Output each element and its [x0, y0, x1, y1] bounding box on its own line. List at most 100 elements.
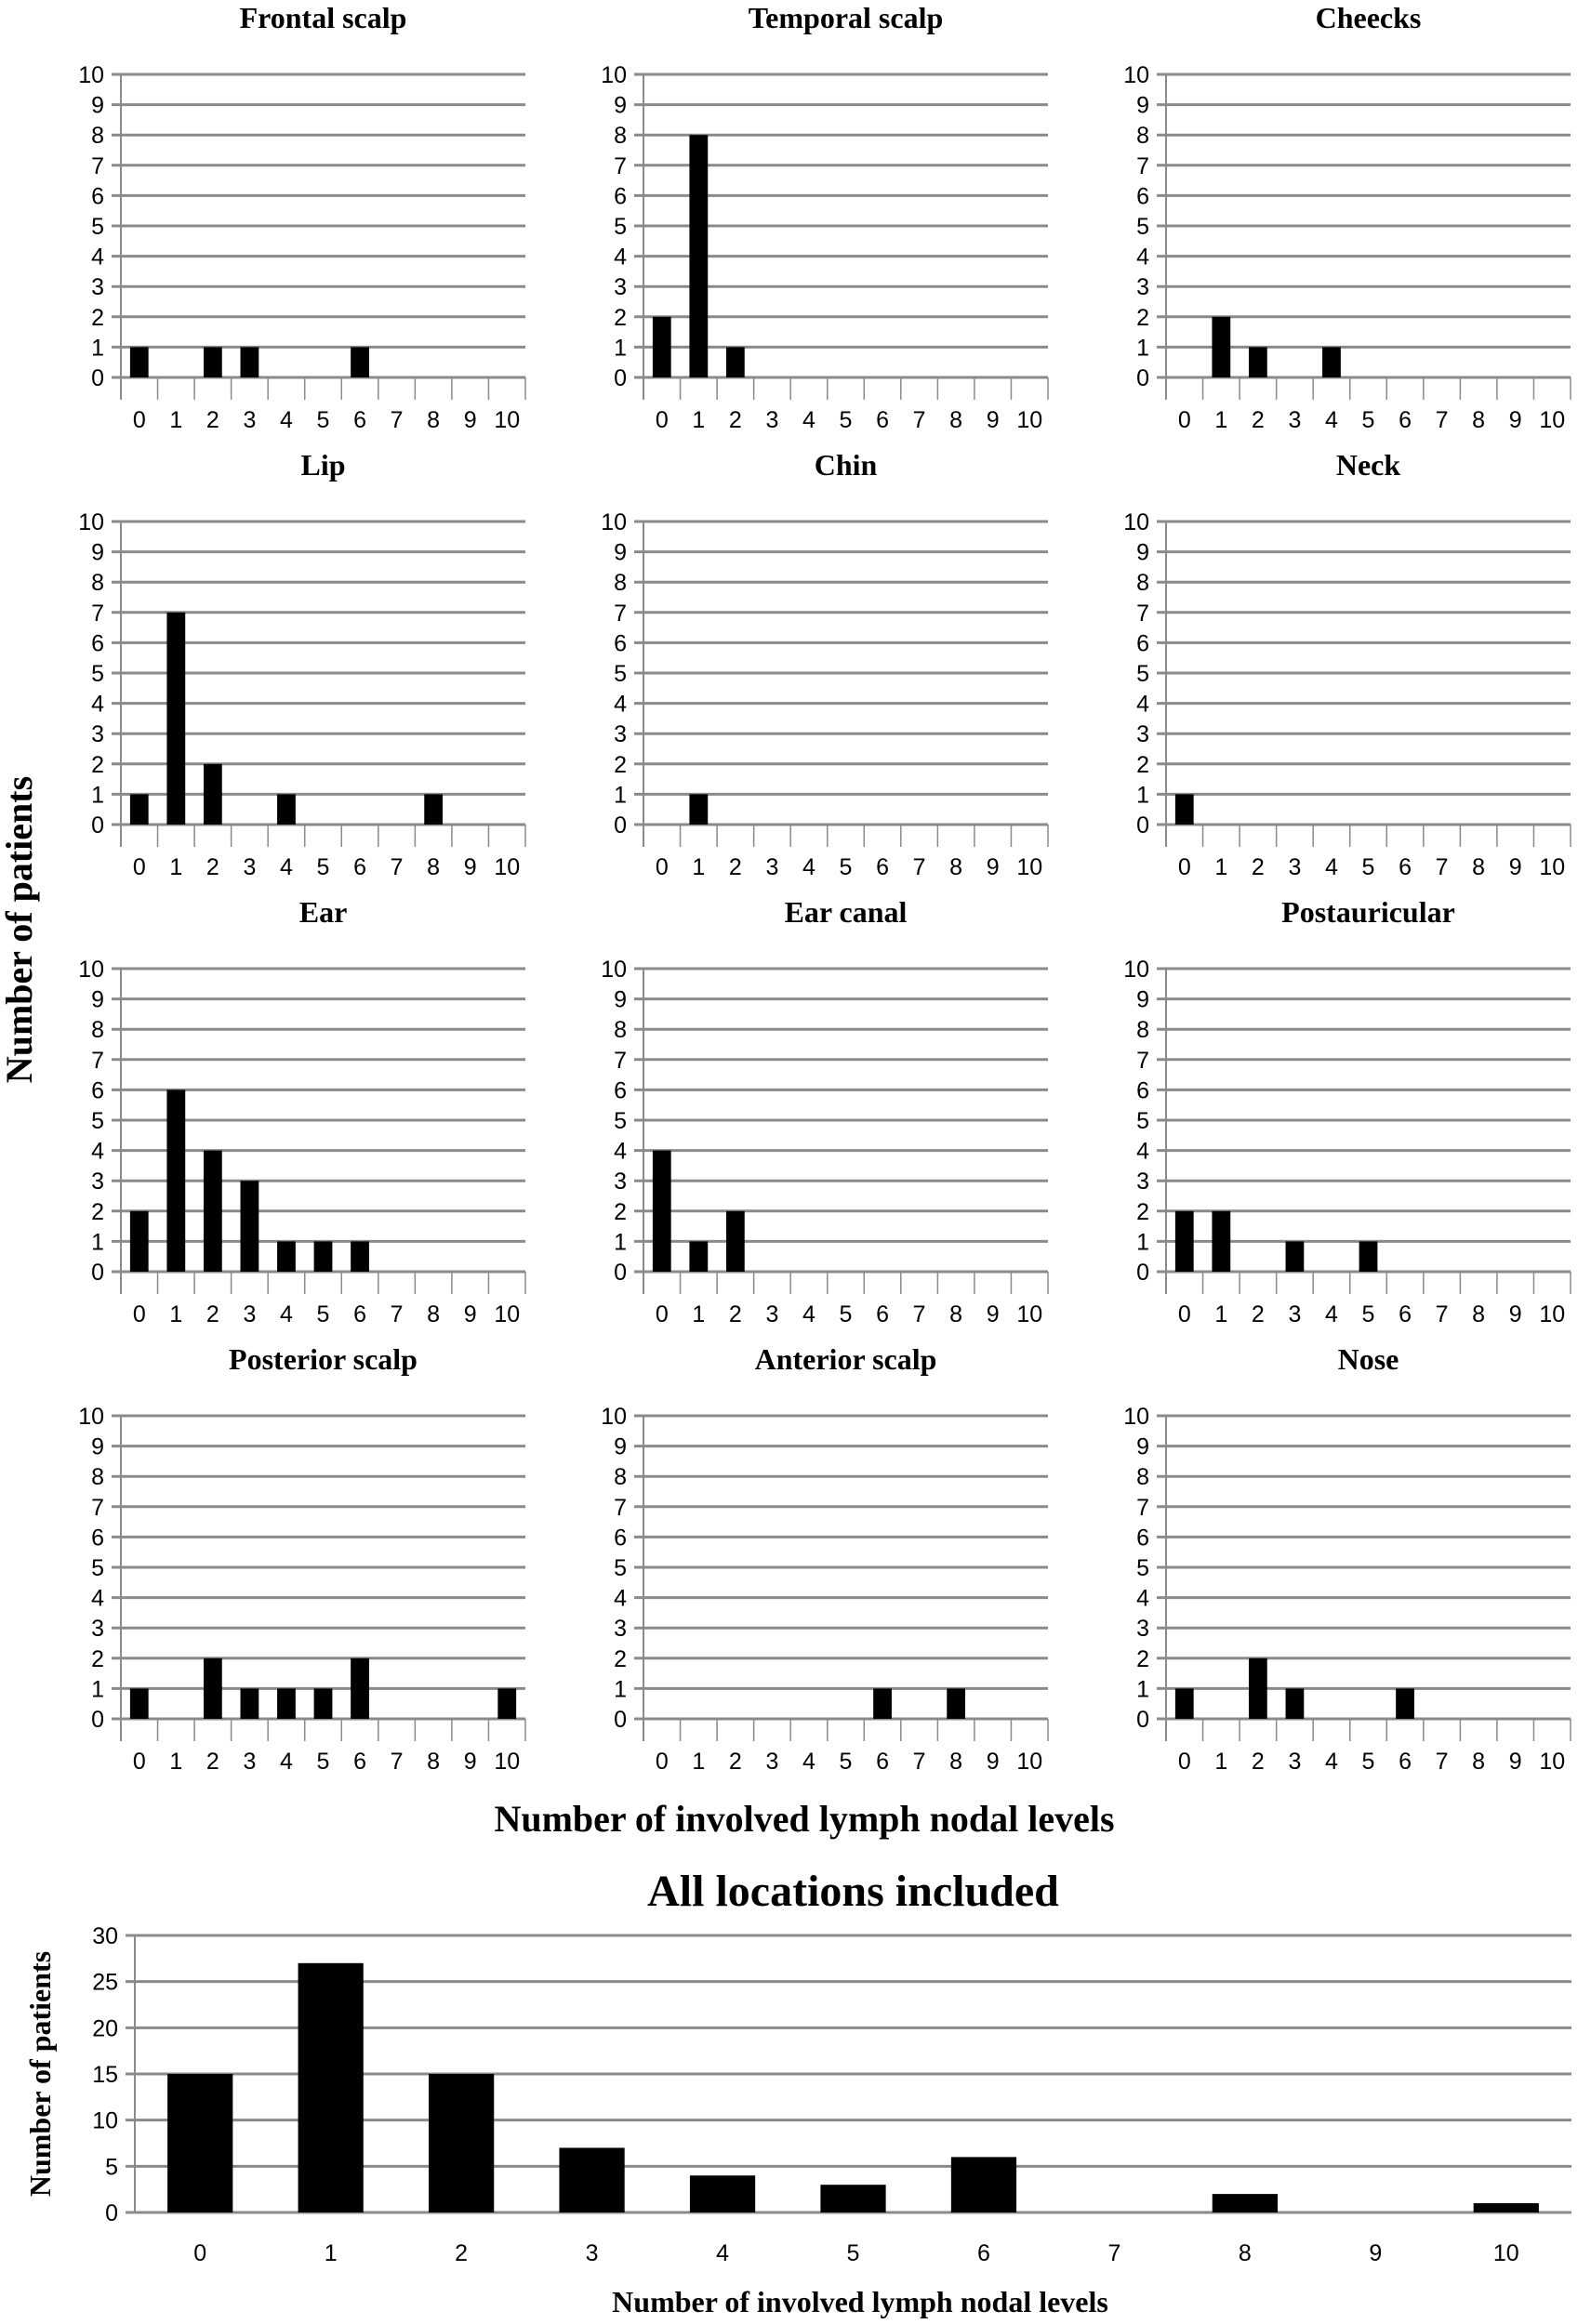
- x-tick-label: 5: [1362, 1301, 1375, 1327]
- bar: [873, 1688, 892, 1719]
- y-tick-label: 20: [92, 2015, 118, 2041]
- x-tick-label: 8: [427, 854, 440, 880]
- x-tick-label: 7: [391, 407, 404, 433]
- x-tick-label: 9: [987, 854, 1000, 880]
- x-tick-label: 0: [133, 854, 146, 880]
- y-tick-label: 3: [614, 274, 627, 300]
- y-tick-label: 1: [91, 335, 104, 361]
- y-tick-label: 5: [614, 661, 627, 687]
- bar: [203, 1150, 222, 1272]
- chart-title: All locations included: [647, 1867, 1059, 1916]
- y-tick-label: 30: [92, 1923, 118, 1949]
- y-tick-label: 1: [1136, 335, 1149, 361]
- y-tick-label: 4: [614, 1139, 627, 1165]
- bar: [129, 1210, 149, 1272]
- bar: [129, 794, 149, 825]
- bar: [429, 2074, 495, 2212]
- bar: [277, 1688, 296, 1719]
- y-tick-label: 10: [1123, 1404, 1149, 1430]
- y-tick-label: 5: [1136, 214, 1149, 240]
- y-tick-label: 6: [614, 1525, 627, 1551]
- y-tick-label: 8: [1136, 1464, 1149, 1490]
- x-tick-label: 0: [1178, 407, 1191, 433]
- y-tick-label: 10: [601, 509, 627, 535]
- x-tick-label: 4: [802, 407, 815, 433]
- x-tick-label: 6: [1399, 407, 1412, 433]
- x-tick-label: 7: [391, 1749, 404, 1775]
- y-tick-label: 7: [614, 153, 627, 179]
- y-tick-label: 1: [1136, 1676, 1149, 1702]
- chart-title: Chin: [815, 448, 878, 482]
- y-tick-label: 6: [91, 630, 104, 656]
- x-tick-label: 2: [455, 2240, 468, 2266]
- y-tick-label: 3: [91, 721, 104, 747]
- x-tick-label: 8: [1239, 2240, 1252, 2266]
- x-tick-label: 10: [1539, 1749, 1565, 1775]
- x-tick-label: 1: [325, 2240, 338, 2266]
- x-tick-label: 2: [729, 1301, 742, 1327]
- y-tick-label: 5: [1136, 1555, 1149, 1581]
- x-tick-label: 6: [977, 2240, 990, 2266]
- y-tick-label: 7: [91, 1048, 104, 1074]
- y-tick-label: 1: [614, 1676, 627, 1702]
- y-tick-label: 4: [91, 1139, 104, 1165]
- y-tick-label: 3: [1136, 1169, 1149, 1195]
- y-tick-label: 9: [91, 1434, 104, 1460]
- x-tick-label: 0: [133, 407, 146, 433]
- x-tick-label: 9: [464, 1749, 477, 1775]
- chart-title: Neck: [1336, 448, 1401, 482]
- y-tick-label: 4: [1136, 692, 1149, 718]
- bar: [689, 794, 709, 825]
- bar: [1212, 1210, 1231, 1272]
- y-tick-label: 2: [1136, 1646, 1149, 1672]
- x-tick-label: 7: [913, 1301, 926, 1327]
- x-tick-label: 3: [243, 1301, 256, 1327]
- x-tick-label: 10: [1016, 407, 1042, 433]
- bar: [240, 1688, 259, 1719]
- x-tick-label: 6: [353, 1749, 366, 1775]
- x-tick-label: 7: [1436, 854, 1449, 880]
- x-tick-label: 0: [133, 1749, 146, 1775]
- bar: [1359, 1241, 1378, 1272]
- x-tick-label: 3: [1288, 1749, 1301, 1775]
- x-tick-label: 0: [656, 854, 669, 880]
- y-tick-label: 7: [614, 1495, 627, 1521]
- y-tick-label: 1: [91, 1229, 104, 1255]
- y-tick-label: 10: [78, 957, 104, 983]
- x-tick-label: 9: [1509, 854, 1522, 880]
- y-tick-label: 7: [1136, 1495, 1149, 1521]
- x-tick-label: 6: [353, 854, 366, 880]
- y-tick-label: 0: [1136, 1707, 1149, 1733]
- y-tick-label: 4: [91, 244, 104, 271]
- x-tick-label: 1: [169, 1749, 182, 1775]
- y-tick-label: 2: [91, 1199, 104, 1225]
- bar: [240, 1181, 259, 1272]
- x-tick-label: 8: [1472, 407, 1485, 433]
- y-tick-label: 5: [105, 2154, 118, 2180]
- y-tick-label: 1: [614, 1229, 627, 1255]
- y-tick-label: 9: [1136, 1434, 1149, 1460]
- x-tick-label: 4: [280, 407, 293, 433]
- y-tick-label: 10: [92, 2108, 118, 2134]
- x-tick-label: 5: [840, 407, 853, 433]
- y-tick-label: 9: [614, 93, 627, 119]
- y-tick-label: 6: [614, 630, 627, 656]
- bar: [689, 1241, 709, 1272]
- x-tick-label: 7: [1436, 1749, 1449, 1775]
- y-tick-label: 10: [78, 1404, 104, 1430]
- x-tick-label: 1: [1214, 1749, 1227, 1775]
- x-tick-label: 1: [169, 1301, 182, 1327]
- y-tick-label: 6: [91, 183, 104, 209]
- y-tick-label: 4: [1136, 244, 1149, 271]
- x-tick-label: 3: [243, 1749, 256, 1775]
- y-tick-label: 0: [1136, 1260, 1149, 1286]
- x-tick-label: 4: [1325, 1749, 1338, 1775]
- bar: [129, 347, 149, 377]
- chart-title: Postauricular: [1281, 895, 1455, 929]
- x-tick-label: 6: [1399, 854, 1412, 880]
- bar: [559, 2147, 625, 2212]
- y-tick-label: 2: [614, 305, 627, 331]
- y-tick-label: 5: [91, 1555, 104, 1581]
